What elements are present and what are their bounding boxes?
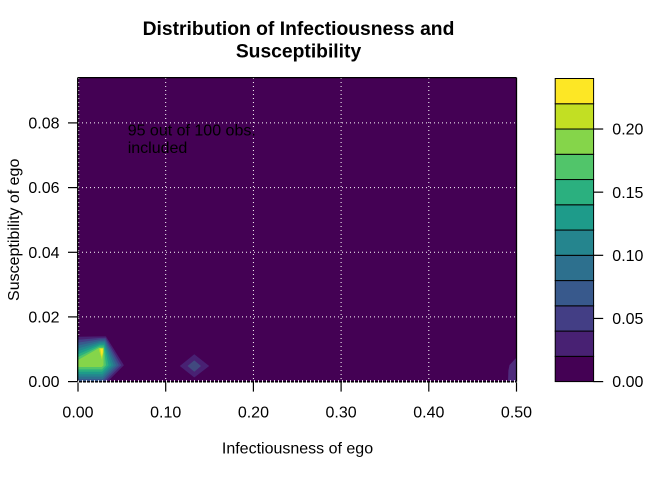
svg-text:0.08: 0.08 [28,116,59,133]
svg-text:0.02: 0.02 [28,310,59,327]
svg-text:0.00: 0.00 [612,374,643,391]
svg-text:0.50: 0.50 [501,405,532,422]
svg-text:0.15: 0.15 [612,185,643,202]
svg-text:Susceptibility of ego: Susceptibility of ego [6,159,23,301]
svg-text:0.05: 0.05 [612,311,643,328]
svg-text:0.40: 0.40 [413,405,444,422]
svg-text:0.30: 0.30 [326,405,357,422]
svg-text:0.00: 0.00 [28,374,59,391]
svg-text:95 out of 100 obs.: 95 out of 100 obs. [128,122,256,139]
svg-text:0.04: 0.04 [28,245,59,262]
svg-text:included: included [128,140,188,157]
svg-text:Distribution of Infectiousness: Distribution of Infectiousness and [143,19,455,40]
svg-text:0.06: 0.06 [28,180,59,197]
svg-text:0.20: 0.20 [238,405,269,422]
svg-text:Infectiousness of ego: Infectiousness of ego [222,441,373,458]
svg-text:0.10: 0.10 [150,405,181,422]
svg-text:0.20: 0.20 [612,122,643,139]
svg-text:0.00: 0.00 [62,405,93,422]
svg-text:Susceptibility: Susceptibility [236,41,362,62]
svg-text:0.10: 0.10 [612,248,643,265]
